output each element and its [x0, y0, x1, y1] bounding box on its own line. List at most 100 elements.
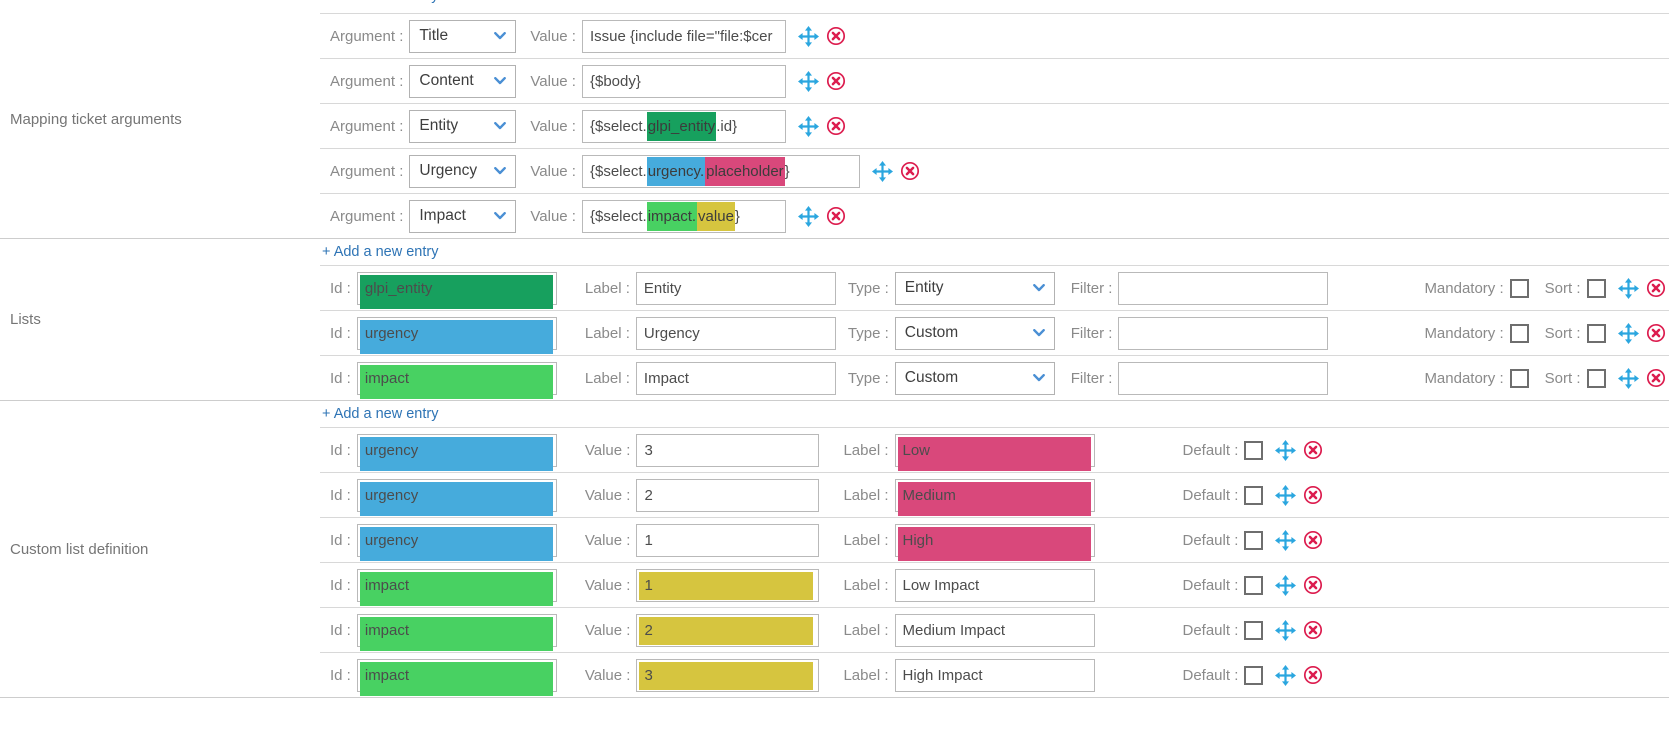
- argument-label: Argument :: [330, 207, 404, 225]
- delete-icon[interactable]: [826, 26, 846, 46]
- id-input[interactable]: impact: [356, 361, 557, 399]
- delete-icon[interactable]: [1646, 278, 1666, 298]
- default-checkbox[interactable]: [1244, 485, 1264, 505]
- default-checkbox[interactable]: [1244, 440, 1264, 460]
- filter-input[interactable]: [1118, 316, 1329, 350]
- default-checkbox[interactable]: [1244, 575, 1264, 595]
- delete-icon[interactable]: [1303, 530, 1323, 550]
- value-segment: {$body}: [589, 72, 641, 90]
- highlight-fill: [359, 481, 553, 516]
- label-input[interactable]: Urgency: [635, 316, 836, 350]
- add-entry-link[interactable]: + Add a new entry: [322, 0, 438, 4]
- move-icon[interactable]: [1275, 529, 1297, 551]
- move-icon[interactable]: [1275, 664, 1297, 686]
- label-input[interactable]: Medium: [894, 478, 1095, 516]
- argument-select[interactable]: Content: [409, 64, 517, 98]
- id-input[interactable]: urgency: [356, 316, 557, 354]
- sort-checkbox[interactable]: [1586, 368, 1606, 388]
- value-input[interactable]: 1: [636, 568, 820, 602]
- delete-icon[interactable]: [1303, 440, 1323, 460]
- move-icon[interactable]: [1617, 322, 1639, 344]
- label-input[interactable]: Low Impact: [894, 568, 1095, 602]
- add-entry-link[interactable]: + Add a new entry: [322, 244, 439, 260]
- label-input[interactable]: Entity: [635, 271, 836, 305]
- filter-label: Filter :: [1070, 279, 1113, 297]
- default-checkbox[interactable]: [1244, 665, 1264, 685]
- label-label: Label :: [584, 369, 630, 387]
- move-icon[interactable]: [797, 70, 819, 92]
- custom-rows: Id : urgency Value : 3 Label : Low Defau…: [320, 427, 1669, 697]
- delete-icon[interactable]: [826, 206, 846, 226]
- value-input[interactable]: 1: [636, 523, 820, 557]
- default-checkbox[interactable]: [1244, 530, 1264, 550]
- type-label: Type :: [847, 369, 889, 387]
- argument-select-value: Content: [419, 72, 474, 89]
- move-icon[interactable]: [1275, 439, 1297, 461]
- argument-select[interactable]: Entity: [409, 109, 517, 143]
- type-select[interactable]: Custom: [894, 361, 1055, 395]
- id-input[interactable]: urgency: [356, 433, 557, 471]
- mandatory-checkbox[interactable]: [1509, 323, 1529, 343]
- value-input[interactable]: Issue {include file="file:$cer: [581, 19, 786, 53]
- delete-icon[interactable]: [826, 71, 846, 91]
- highlight-fill: [639, 616, 814, 645]
- move-icon[interactable]: [797, 25, 819, 47]
- move-icon[interactable]: [1617, 367, 1639, 389]
- add-entry-link[interactable]: + Add a new entry: [322, 406, 439, 422]
- argument-select[interactable]: Title: [409, 19, 517, 53]
- label-input[interactable]: Low: [894, 433, 1095, 471]
- value-input[interactable]: 2: [636, 613, 820, 647]
- filter-input[interactable]: [1118, 361, 1329, 395]
- label-input[interactable]: High Impact: [894, 658, 1095, 692]
- id-text: urgency: [364, 531, 419, 549]
- sort-checkbox[interactable]: [1586, 278, 1606, 298]
- delete-icon[interactable]: [1303, 620, 1323, 640]
- move-icon[interactable]: [871, 160, 893, 182]
- delete-icon[interactable]: [826, 116, 846, 136]
- filter-input[interactable]: [1118, 271, 1329, 305]
- value-input[interactable]: {$select. impact. value}: [581, 199, 786, 233]
- value-segment: {$select.: [589, 207, 647, 225]
- label-text: Medium Impact: [902, 621, 1006, 639]
- label-input[interactable]: Medium Impact: [894, 613, 1095, 647]
- delete-icon[interactable]: [1646, 368, 1666, 388]
- id-input[interactable]: impact: [356, 568, 557, 606]
- move-icon[interactable]: [797, 115, 819, 137]
- move-icon[interactable]: [1275, 484, 1297, 506]
- value-input[interactable]: {$body}: [581, 64, 786, 98]
- value-input[interactable]: {$select. glpi_entity .id}: [581, 109, 786, 143]
- value-input[interactable]: 3: [636, 658, 820, 692]
- mandatory-checkbox[interactable]: [1509, 278, 1529, 298]
- delete-icon[interactable]: [1303, 485, 1323, 505]
- id-input[interactable]: glpi_entity: [356, 271, 557, 309]
- default-checkbox[interactable]: [1244, 620, 1264, 640]
- delete-icon[interactable]: [1303, 665, 1323, 685]
- highlight-fill: [359, 616, 553, 651]
- value-label: Value :: [530, 72, 576, 90]
- id-input[interactable]: impact: [356, 613, 557, 651]
- id-input[interactable]: urgency: [356, 478, 557, 516]
- value-input[interactable]: 3: [636, 433, 820, 467]
- value-input[interactable]: {$select. urgency. placeholder}: [581, 154, 860, 188]
- type-select[interactable]: Custom: [894, 316, 1055, 350]
- id-label: Id :: [330, 369, 351, 387]
- delete-icon[interactable]: [1303, 575, 1323, 595]
- type-select[interactable]: Entity: [894, 271, 1055, 305]
- move-icon[interactable]: [1275, 574, 1297, 596]
- argument-select[interactable]: Urgency: [409, 154, 517, 188]
- delete-icon[interactable]: [1646, 323, 1666, 343]
- move-icon[interactable]: [797, 205, 819, 227]
- id-input[interactable]: impact: [356, 658, 557, 696]
- label-input[interactable]: High: [894, 523, 1095, 561]
- sort-checkbox[interactable]: [1586, 323, 1606, 343]
- id-input[interactable]: urgency: [356, 523, 557, 561]
- row-actions: [1606, 367, 1666, 389]
- mandatory-label: Mandatory :: [1424, 324, 1504, 342]
- mandatory-checkbox[interactable]: [1509, 368, 1529, 388]
- move-icon[interactable]: [1617, 277, 1639, 299]
- value-input[interactable]: 2: [636, 478, 820, 512]
- label-input[interactable]: Impact: [635, 361, 836, 395]
- argument-select[interactable]: Impact: [409, 199, 517, 233]
- move-icon[interactable]: [1275, 619, 1297, 641]
- delete-icon[interactable]: [900, 161, 920, 181]
